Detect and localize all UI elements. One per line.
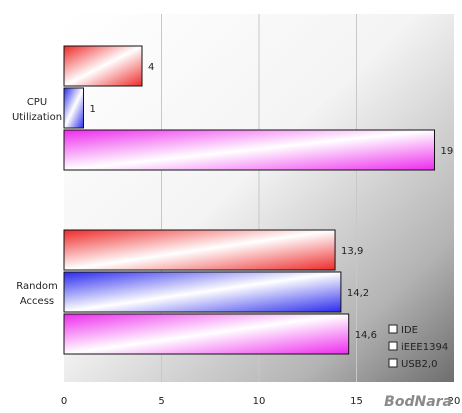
category-label: CPU Utilization (12, 97, 62, 123)
bar (63, 45, 143, 87)
x-tick-label: 20 (448, 396, 461, 407)
bar (63, 87, 84, 129)
value-label: 4 (148, 62, 154, 73)
legend-swatch (388, 341, 398, 351)
value-label: 1 (90, 104, 96, 115)
x-tick-label: 15 (350, 396, 363, 407)
value-label: 13,9 (341, 246, 363, 257)
bar (63, 271, 342, 313)
bars (63, 45, 435, 355)
legend-label: iEEE1394 (401, 342, 448, 353)
value-label: 14,6 (355, 330, 377, 341)
labels: 0 5 10 15 20 CPU Utilization 4 1 19 Random Access 13… (12, 62, 460, 407)
value-label: 19 (441, 146, 454, 157)
legend: IDE iEEE1394 USB2,0 (388, 324, 448, 370)
x-tick-label: 0 (61, 396, 67, 407)
watermark-text: BodNara (384, 394, 452, 410)
x-tick-label: 5 (158, 396, 164, 407)
legend-swatch (388, 358, 398, 368)
legend-label: USB2,0 (401, 359, 437, 370)
bar (63, 129, 435, 171)
category-label: Random Access (16, 281, 57, 307)
legend-label: IDE (401, 325, 418, 336)
value-label: 14,2 (347, 288, 369, 299)
bar (63, 313, 350, 355)
bar (63, 229, 336, 271)
legend-swatch (388, 324, 398, 334)
x-tick-label: 10 (253, 396, 266, 407)
